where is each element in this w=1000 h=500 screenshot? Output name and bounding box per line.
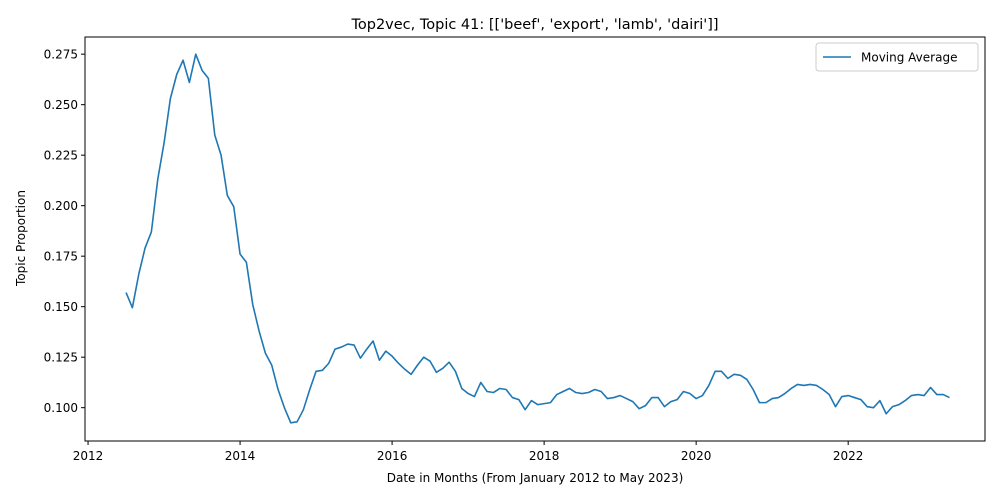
chart-title: Top2vec, Topic 41: [['beef', 'export', '… [350,17,718,33]
series-line-moving-average [125,53,950,424]
legend-box [815,42,979,72]
legend-label-moving-average: Moving Average [861,51,957,65]
x-tick-label: 2018 [529,449,560,463]
y-tick-label: 0.150 [44,300,78,314]
y-tick-label: 0.125 [44,351,78,365]
y-tick-label: 0.100 [44,401,78,415]
x-axis-title: Date in Months (From January 2012 to May… [387,471,684,485]
y-axis-ticks: 0.100 0.125 0.150 0.175 0.200 0.225 0.250 0.275 [44,48,85,415]
y-tick-label: 0.250 [44,98,78,112]
x-tick-label: 2020 [681,449,712,463]
x-axis-ticks: 2012 2014 2016 2018 2020 2022 [73,441,864,463]
chart-legend: Moving Average [815,42,979,72]
x-tick-label: 2012 [73,449,104,463]
y-axis-title: Topic Proportion [14,190,28,287]
y-tick-label: 0.175 [44,250,78,264]
plot-area [84,36,986,442]
y-tick-label: 0.275 [44,48,78,62]
x-tick-label: 2016 [377,449,408,463]
plot-frame [84,36,986,442]
x-tick-label: 2022 [833,449,864,463]
x-tick-label: 2014 [225,449,256,463]
y-tick-label: 0.225 [44,149,78,163]
y-tick-label: 0.200 [44,199,78,213]
